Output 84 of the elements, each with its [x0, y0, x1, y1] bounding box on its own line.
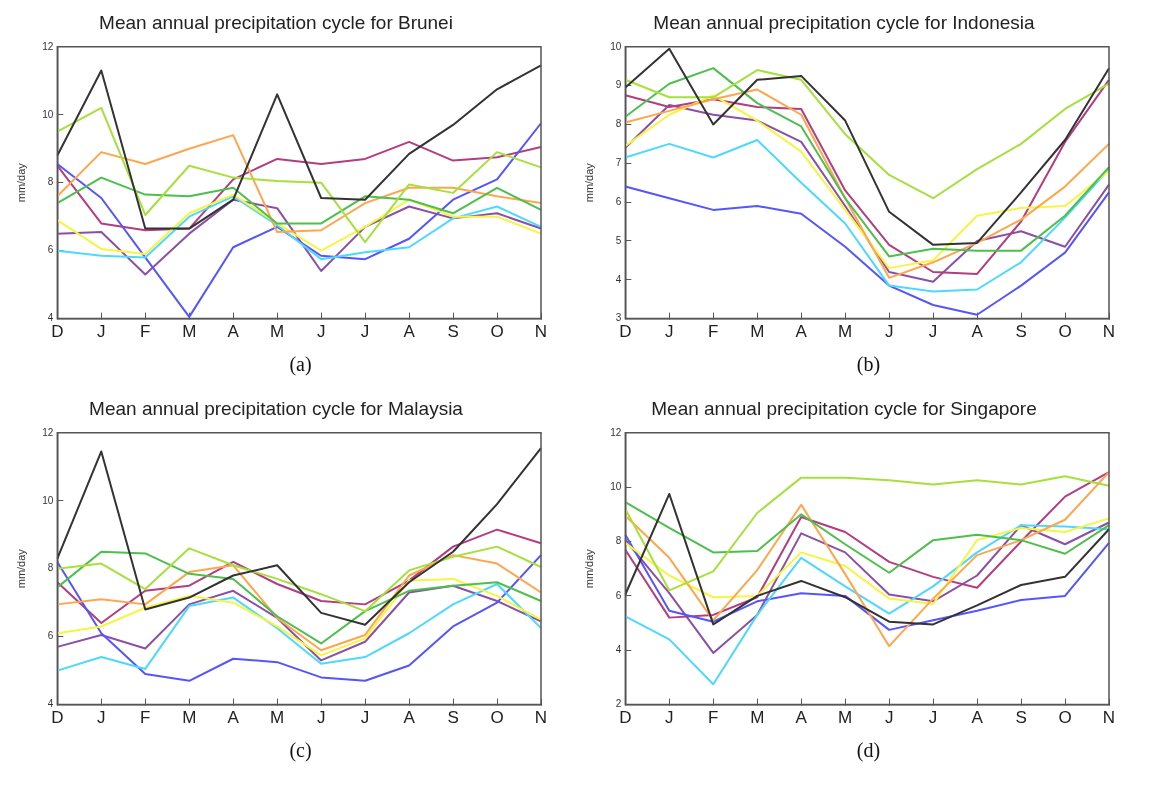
x-tick-label: A	[227, 322, 240, 342]
x-tick-label: D	[50, 322, 63, 342]
x-tick-label: J	[316, 322, 325, 342]
x-tick-label: J	[316, 708, 325, 728]
x-tick-label: N	[534, 322, 547, 342]
y-tick-label: 12	[609, 426, 622, 438]
x-tick-label: J	[884, 322, 893, 342]
x-tick-label: F	[707, 708, 718, 728]
chart-title: Mean annual precipitation cycle for Indonesia	[652, 11, 1035, 33]
y-tick-label: 10	[41, 108, 54, 120]
x-tick-label: O	[489, 322, 504, 342]
x-tick-label: S	[446, 322, 459, 342]
y-tick-label: 10	[609, 480, 622, 492]
x-tick-label: D	[50, 708, 63, 728]
x-tick-label: J	[664, 708, 674, 728]
x-tick-label: A	[795, 322, 808, 342]
x-tick-label: A	[795, 708, 808, 728]
y-tick-label: 7	[615, 157, 622, 169]
x-tick-label: J	[96, 322, 106, 342]
text: (b)	[856, 353, 881, 376]
x-tick-label: M	[269, 322, 284, 342]
chart-title: Mean annual precipitation cycle for Singapore	[650, 397, 1037, 419]
y-axis-title: mm/day	[582, 548, 595, 589]
y-tick-label: 4	[615, 643, 622, 655]
text: (c)	[289, 739, 312, 762]
y-axis-title: mm/day	[14, 162, 27, 203]
chart-title: Mean annual precipitation cycle for Malaysia	[88, 397, 463, 419]
x-tick-label: M	[837, 708, 852, 728]
y-tick-label: 6	[47, 244, 54, 256]
y-tick-label: 2	[615, 698, 622, 710]
x-tick-label: A	[970, 708, 983, 728]
y-tick-label: 10	[41, 494, 54, 506]
y-tick-label: 6	[47, 630, 54, 642]
y-tick-label: 6	[615, 589, 622, 601]
x-tick-label: J	[884, 708, 893, 728]
y-tick-label: 8	[615, 118, 622, 130]
x-tick-label: S	[1014, 322, 1027, 342]
x-tick-label: J	[96, 708, 106, 728]
x-tick-label: A	[970, 322, 983, 342]
y-tick-label: 12	[41, 426, 54, 438]
x-tick-label: O	[489, 708, 504, 728]
x-tick-label: M	[837, 322, 852, 342]
y-tick-label: 4	[47, 312, 54, 324]
y-tick-label: 9	[615, 79, 622, 91]
y-tick-label: 4	[615, 273, 622, 285]
y-tick-label: 4	[47, 698, 54, 710]
x-tick-label: S	[446, 708, 459, 728]
x-tick-label: D	[618, 708, 631, 728]
x-tick-label: F	[139, 708, 150, 728]
x-tick-label: J	[928, 322, 937, 342]
x-tick-label: D	[618, 322, 631, 342]
x-tick-label: M	[269, 708, 284, 728]
y-tick-label: 8	[615, 535, 622, 547]
x-tick-label: N	[534, 708, 547, 728]
y-tick-label: 6	[615, 195, 622, 207]
x-tick-label: O	[1057, 322, 1072, 342]
x-tick-label: M	[749, 322, 764, 342]
x-tick-label: A	[402, 322, 415, 342]
text: (d)	[856, 739, 881, 762]
x-tick-label: M	[749, 708, 764, 728]
x-tick-label: M	[181, 322, 196, 342]
x-tick-label: F	[707, 322, 718, 342]
x-tick-label: M	[181, 708, 196, 728]
y-tick-label: 12	[41, 40, 54, 52]
x-tick-label: J	[360, 322, 369, 342]
x-tick-label: A	[402, 708, 415, 728]
text: (a)	[289, 353, 312, 376]
y-tick-label: 8	[47, 562, 54, 574]
x-tick-label: A	[227, 708, 240, 728]
x-tick-label: J	[664, 322, 674, 342]
x-tick-label: S	[1014, 708, 1027, 728]
y-tick-label: 8	[47, 176, 54, 188]
x-tick-label: O	[1057, 708, 1072, 728]
y-tick-label: 3	[615, 312, 622, 324]
y-axis-title: mm/day	[14, 548, 27, 589]
x-tick-label: N	[1102, 322, 1115, 342]
x-tick-label: N	[1102, 708, 1115, 728]
x-tick-label: J	[360, 708, 369, 728]
chart-title: Mean annual precipitation cycle for Brunei	[98, 11, 453, 33]
y-tick-label: 10	[609, 40, 622, 52]
y-tick-label: 5	[615, 234, 622, 246]
x-tick-label: J	[928, 708, 937, 728]
x-tick-label: F	[139, 322, 150, 342]
y-axis-title: mm/day	[582, 162, 595, 203]
